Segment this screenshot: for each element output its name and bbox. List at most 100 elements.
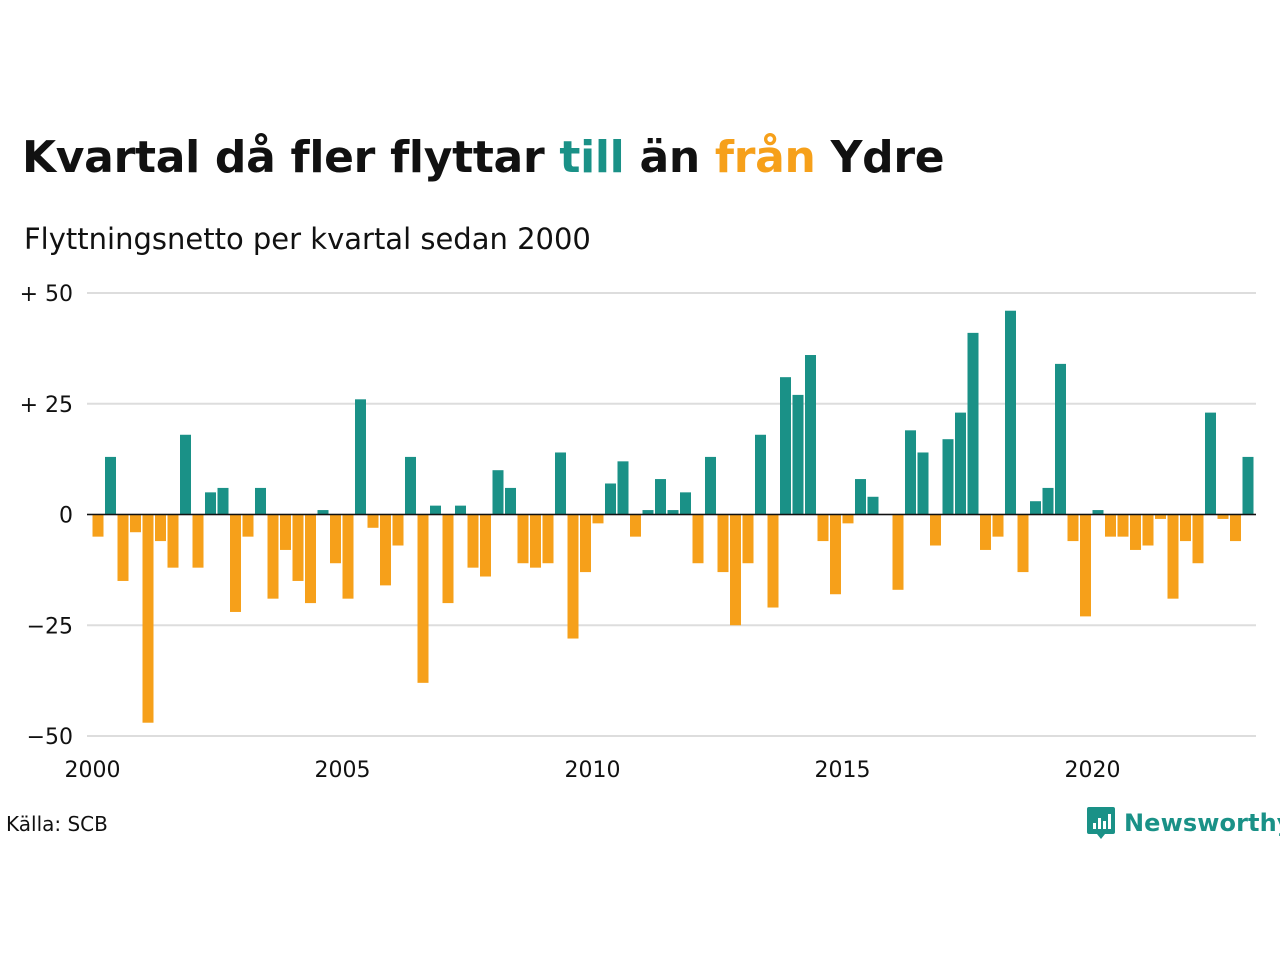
bar-negative [517, 514, 529, 564]
y-tick-label: −50 [27, 725, 73, 750]
bar-negative [767, 514, 779, 608]
bar-positive [205, 492, 216, 515]
y-tick-label: −25 [27, 614, 73, 639]
bar-negative [242, 514, 254, 537]
bar-positive [1205, 412, 1216, 515]
title-negative-word: från [714, 132, 816, 183]
bar-negative [1105, 514, 1116, 537]
bar-negative [830, 514, 841, 595]
bar-negative [380, 514, 391, 586]
bar-positive [605, 483, 616, 515]
bar-positive [792, 394, 804, 515]
bar-positive [105, 456, 116, 515]
x-tick-label: 2010 [565, 758, 621, 783]
bar-negative [342, 514, 354, 599]
bar-negative [142, 514, 154, 723]
bar-negative [130, 514, 141, 533]
bar-negative [442, 514, 454, 604]
bar-positive [255, 487, 266, 515]
bar-negative [592, 514, 604, 524]
bar-negative [1130, 514, 1141, 550]
bar-negative [267, 514, 279, 599]
brand-name: Newsworthy [1124, 809, 1280, 837]
bar-positive [805, 355, 816, 515]
bar-positive [855, 479, 866, 515]
bar-negative [530, 514, 541, 568]
bar-positive [555, 452, 566, 515]
bar-negative [930, 514, 941, 546]
bar-positive [942, 439, 954, 515]
bar-positive [780, 377, 791, 515]
bar-negative [467, 514, 479, 568]
bar-negative [167, 514, 179, 568]
bar-negative [892, 514, 904, 590]
source-note: Källa: SCB [6, 812, 108, 836]
bar-negative [392, 514, 404, 546]
bar-negative [580, 514, 591, 573]
bar-negative [542, 514, 554, 564]
bar-negative [630, 514, 641, 537]
bar-positive [867, 496, 879, 515]
bar-negative [1192, 514, 1204, 564]
bar-negative [817, 514, 829, 542]
bar-negative [117, 514, 129, 581]
bar-negative [417, 514, 429, 683]
bar-positive [955, 412, 966, 515]
bar-negative [980, 514, 991, 550]
bar-positive [505, 487, 516, 515]
bar-negative [1217, 514, 1229, 519]
bar-positive [317, 510, 329, 515]
bar-positive [1030, 501, 1041, 515]
bar-positive [917, 452, 929, 515]
bar-positive [617, 461, 629, 515]
x-tick-label: 2020 [1065, 758, 1121, 783]
bar-negative [692, 514, 704, 564]
y-axis-labels: + 50 + 25 0 −25 −50 [20, 282, 73, 750]
bar-negative [730, 514, 741, 626]
bar-negative [567, 514, 579, 639]
bar-negative [367, 514, 379, 528]
bar-negative [92, 514, 104, 537]
bar-chart: + 50 + 25 0 −25 −50 2000 2005 2010 2015 2020 [20, 282, 1256, 783]
x-axis-labels: 2000 2005 2010 2015 2020 [65, 758, 1121, 783]
bar-positive [217, 487, 229, 515]
bar-positive [1042, 487, 1054, 515]
bar-negative [1017, 514, 1029, 573]
bar-positive [755, 434, 766, 515]
bar-positive [680, 492, 691, 515]
bars [87, 310, 1256, 723]
bar-positive [1242, 456, 1254, 515]
y-tick-label: + 25 [20, 393, 73, 418]
bar-positive [430, 505, 441, 515]
bar-positive [655, 479, 666, 515]
bar-positive [1055, 363, 1066, 515]
bar-negative [480, 514, 491, 577]
bar-negative [192, 514, 204, 568]
bar-negative [1142, 514, 1154, 546]
bar-negative [292, 514, 304, 581]
newsworthy-logo-icon [1087, 807, 1115, 839]
x-tick-label: 2000 [65, 758, 121, 783]
title-part-1: Kvartal då fler flyttar [22, 132, 560, 183]
newsworthy-brand[interactable]: Newsworthy [1086, 803, 1280, 843]
bar-negative [1155, 514, 1166, 519]
bar-positive [492, 470, 504, 515]
bar-negative [842, 514, 854, 524]
bar-positive [642, 510, 654, 515]
bar-negative [1180, 514, 1191, 542]
title-part-2: än [624, 132, 715, 183]
y-tick-label: + 50 [20, 282, 73, 307]
bar-negative [155, 514, 166, 542]
bar-negative [992, 514, 1004, 537]
bar-negative [280, 514, 291, 550]
title-part-3: Ydre [815, 132, 945, 183]
bar-negative [1080, 514, 1091, 617]
chart-subtitle: Flyttningsnetto per kvartal sedan 2000 [24, 222, 591, 256]
bar-positive [1005, 310, 1016, 515]
bar-positive [180, 434, 191, 515]
bar-positive [967, 332, 979, 515]
bar-negative [1067, 514, 1079, 542]
bar-positive [455, 505, 466, 515]
bar-positive [355, 399, 366, 515]
bar-negative [1117, 514, 1129, 537]
